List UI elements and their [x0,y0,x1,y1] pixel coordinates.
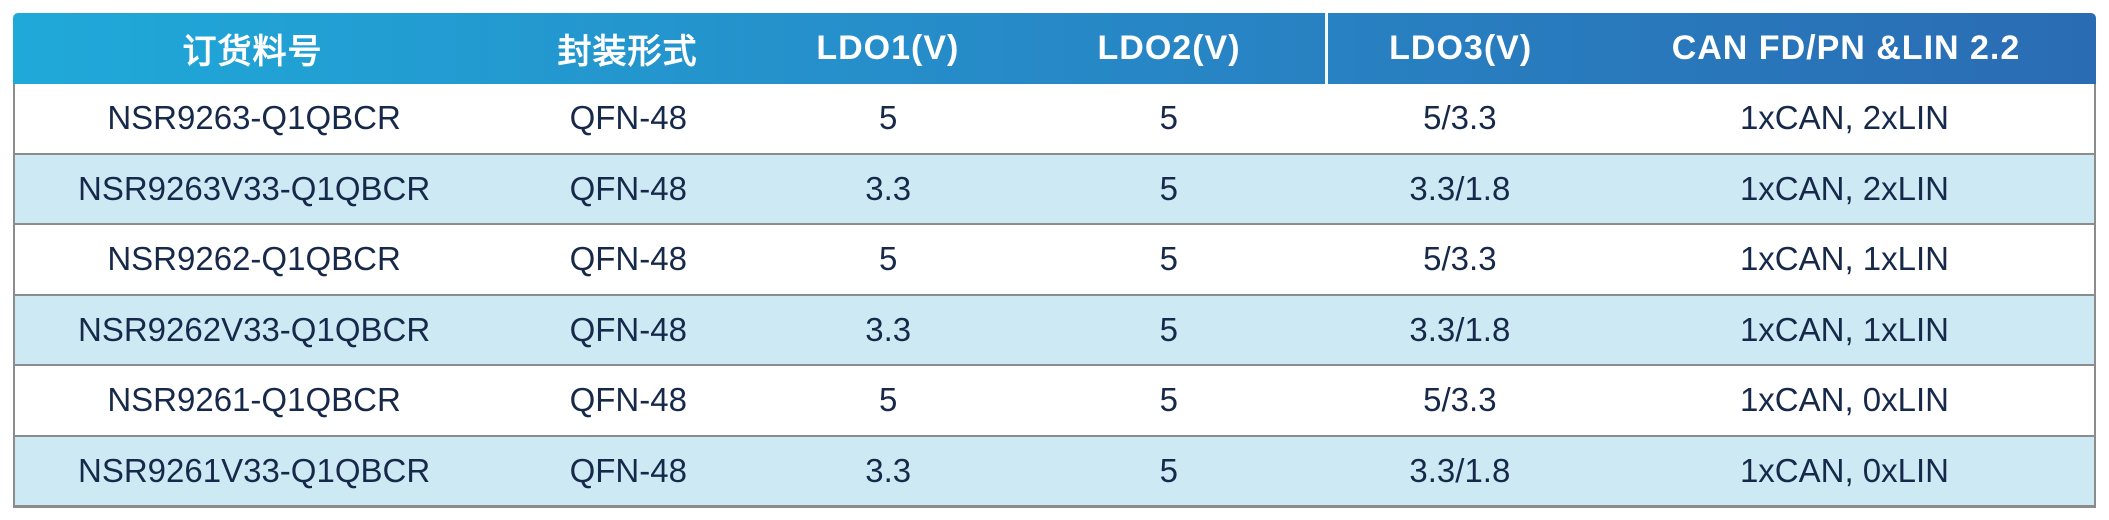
column-header-ldo1: LDO1(V) [816,29,960,67]
table-cell-ldo1: 3.3 [865,169,912,207]
table-cell-part-number: NSR9263V33-Q1QBCR [78,169,431,207]
table-row: NSR9262-Q1QBCR QFN-48 5 5 5/3.3 1xCAN, 1xLIN [15,225,2094,296]
column-header-part-number: 订货料号 [182,33,323,71]
table-cell-part-number: NSR9263-Q1QBCR [107,99,401,137]
ordering-info-table: 订货料号 封装形式 LDO1(V) LDO2(V) LDO3(V) CAN FD/PN &… [13,13,2096,508]
column-header-ldo3: LDO3(V) [1325,13,1596,84]
table-row: NSR9261-Q1QBCR QFN-48 5 5 5/3.3 1xCAN, 0xLIN [15,366,2094,437]
table-cell-ldo3: 5/3.3 [1423,381,1497,419]
table-cell-package: QFN-48 [569,451,687,489]
header-row: 订货料号 封装形式 LDO1(V) LDO2(V) LDO3(V) CAN FD/PN &… [13,13,2096,84]
table-cell-can-lin: 1xCAN, 1xLIN [1739,240,1950,278]
table-cell-ldo3: 5/3.3 [1423,240,1497,278]
table-cell-part-number: NSR9261V33-Q1QBCR [78,451,431,489]
table-cell-ldo3: 3.3/1.8 [1409,169,1511,207]
table-cell-can-lin: 1xCAN, 0xLIN [1739,381,1950,419]
table-cell-ldo2: 5 [1159,169,1178,207]
table-cell-can-lin: 1xCAN, 2xLIN [1739,99,1950,137]
table-cell-ldo1: 5 [878,240,898,278]
table-cell-ldo2: 5 [1159,381,1178,419]
table-cell-part-number: NSR9262-Q1QBCR [107,240,401,278]
table-cell-part-number: NSR9262V33-Q1QBCR [78,310,431,348]
table-cell-ldo1: 3.3 [865,451,912,489]
table-cell-ldo3: 3.3/1.8 [1409,310,1511,348]
table-cell-ldo2: 5 [1159,310,1178,348]
table-cell-ldo3: 3.3/1.8 [1409,451,1511,489]
column-header-package: 封装形式 [557,33,698,71]
table-cell-package: QFN-48 [569,381,687,419]
table-row: NSR9263-Q1QBCR QFN-48 5 5 5/3.3 1xCAN, 2xLIN [15,84,2094,155]
table-cell-can-lin: 1xCAN, 1xLIN [1739,310,1950,348]
table-row: NSR9262V33-Q1QBCR QFN-48 3.3 5 3.3/1.8 1xCAN,… [15,295,2094,366]
table-cell-can-lin: 1xCAN, 2xLIN [1739,169,1950,207]
table-cell-ldo2: 5 [1159,451,1178,489]
table-cell-package: QFN-48 [569,240,687,278]
column-header-ldo2: LDO2(V) [1097,29,1241,67]
table-cell-part-number: NSR9261-Q1QBCR [107,381,401,419]
table-cell-package: QFN-48 [569,310,687,348]
table-row: NSR9261V33-Q1QBCR QFN-48 3.3 5 3.3/1.8 1xCAN,… [15,436,2094,505]
table-cell-package: QFN-48 [569,99,687,137]
table-cell-ldo2: 5 [1159,99,1178,137]
table-body: NSR9263-Q1QBCR QFN-48 5 5 5/3.3 1xCAN, 2xLIN N… [13,84,2096,508]
table-cell-ldo2: 5 [1159,240,1178,278]
table-cell-package: QFN-48 [569,169,687,207]
table-cell-ldo1: 3.3 [865,310,912,348]
table-cell-ldo1: 5 [878,99,898,137]
table-cell-ldo1: 5 [878,381,898,419]
table-cell-ldo3: 5/3.3 [1423,99,1497,137]
table-cell-can-lin: 1xCAN, 0xLIN [1739,451,1950,489]
table-row: NSR9263V33-Q1QBCR QFN-48 3.3 5 3.3/1.8 1xCAN,… [15,154,2094,225]
column-header-can-lin: CAN FD/PN &LIN 2.2 [1671,29,2021,67]
